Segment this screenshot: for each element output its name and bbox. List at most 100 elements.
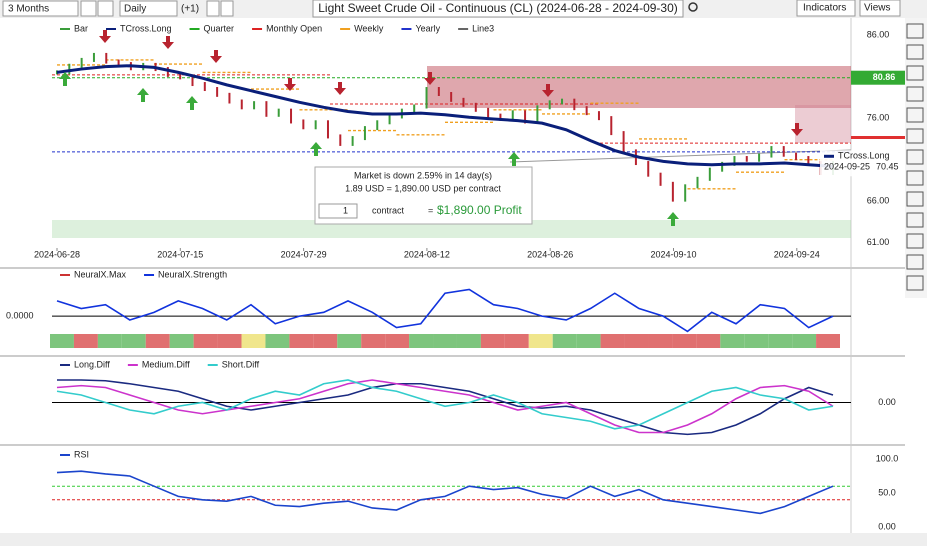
y-tick-label: 86.00	[867, 29, 890, 39]
x-tick-label: 2024-09-24	[774, 249, 820, 259]
neural-max-cell	[792, 334, 817, 348]
qty-text: 1	[343, 205, 348, 215]
tool[interactable]	[906, 170, 924, 186]
neural-max-cell	[768, 334, 793, 348]
tool-column	[905, 18, 927, 298]
tool[interactable]	[906, 44, 924, 60]
x-tick-label: 2024-07-15	[157, 249, 203, 259]
resistance-zone	[795, 105, 851, 143]
y-tick-label: 100.0	[876, 453, 899, 463]
sell-arrow	[334, 82, 346, 95]
neural-max-cell	[648, 334, 673, 348]
buy-arrow	[508, 152, 520, 166]
support-zone	[52, 220, 851, 238]
legend-label: Monthly Open	[266, 23, 322, 33]
remove-button[interactable]	[220, 0, 234, 17]
zoom-out[interactable]	[97, 0, 114, 17]
zoom-in[interactable]	[80, 0, 97, 17]
x-tick-label: 2024-08-12	[404, 249, 450, 259]
neural-max-cell	[456, 334, 481, 348]
tool[interactable]	[906, 23, 924, 39]
neural-max-cell	[552, 334, 577, 348]
interval-select[interactable]	[119, 0, 178, 17]
tool-icons	[906, 23, 924, 291]
neural-max-cell	[504, 334, 529, 348]
legend-label: Yearly	[415, 23, 440, 33]
tool[interactable]	[906, 212, 924, 228]
buy-arrow	[186, 96, 198, 110]
tool[interactable]	[906, 107, 924, 123]
legend-label: Short.Diff	[222, 359, 260, 369]
x-tick-label: 2024-07-29	[281, 249, 327, 259]
tooltip-line: 1.89 USD = 1,890.00 USD per contract	[345, 183, 501, 193]
neural-max-cell	[624, 334, 649, 348]
offset-text: (+1)	[181, 4, 199, 15]
neural-max-cell	[50, 334, 74, 348]
neural-max-cell	[97, 334, 122, 348]
neural-max-cell	[265, 334, 290, 348]
neural-max-cell	[409, 334, 434, 348]
y-tick-label: 0.00	[878, 521, 896, 531]
search-icon[interactable]	[688, 2, 698, 12]
legend-label: TCross.Long	[120, 23, 172, 33]
equals: =	[428, 205, 433, 215]
neural-max-cell	[193, 334, 218, 348]
sell-arrow	[162, 36, 174, 49]
legend-label: Weekly	[354, 23, 384, 33]
period-select[interactable]	[2, 0, 79, 17]
indicators-button[interactable]	[796, 0, 856, 17]
diff-line	[57, 379, 834, 436]
title-box	[312, 0, 684, 18]
y-tick-label: 0.0000	[6, 311, 34, 321]
neural-max-cell	[528, 334, 553, 348]
rsi-line	[56, 470, 834, 515]
views-text: Views	[864, 3, 891, 14]
legend-label: Line3	[472, 23, 494, 33]
tool[interactable]	[906, 254, 924, 270]
neural-max-cell	[480, 334, 505, 348]
neural-max-cell	[600, 334, 625, 348]
tcross-name: TCross.Long	[838, 151, 890, 161]
neural-max-cell	[744, 334, 769, 348]
qty-input[interactable]	[318, 203, 358, 219]
tool[interactable]	[906, 149, 924, 165]
unit-select: contract	[372, 205, 405, 215]
sell-arrow	[284, 78, 296, 91]
tool[interactable]	[906, 191, 924, 207]
neural-max-cell	[121, 334, 146, 348]
neural-max-cell	[337, 334, 362, 348]
neural-max-cell	[385, 334, 410, 348]
neural-max-cell	[217, 334, 242, 348]
x-tick-label: 2024-08-26	[527, 249, 573, 259]
neural-strength-line	[56, 288, 834, 333]
tool[interactable]	[906, 128, 924, 144]
neural-max-cell	[672, 334, 697, 348]
legend-label: NeuralX.Strength	[158, 269, 227, 279]
views-button[interactable]	[859, 0, 901, 17]
sell-arrow	[542, 84, 554, 97]
signal-bar	[851, 136, 905, 139]
neural-max-cell	[816, 334, 840, 348]
neural-max-cell	[289, 334, 314, 348]
tool[interactable]	[906, 86, 924, 102]
tool[interactable]	[906, 65, 924, 81]
tcross-line	[56, 64, 834, 168]
tool[interactable]	[906, 275, 924, 291]
quarter-label-box	[851, 70, 905, 85]
legend-label: Medium.Diff	[142, 359, 190, 369]
add-button[interactable]	[206, 0, 220, 17]
tcross-date: 2024-09-25	[824, 162, 870, 172]
interval-text: Daily	[124, 4, 146, 15]
legend-label: Bar	[74, 23, 88, 33]
tooltip-line: Market is down 2.59% in 14 day(s)	[354, 170, 492, 180]
tool[interactable]	[906, 233, 924, 249]
neural-max-cell	[696, 334, 721, 348]
legend-label: RSI	[74, 449, 89, 459]
quarter-label: 80.86	[873, 72, 896, 82]
diff-line	[56, 379, 834, 434]
y-tick-label: 66.00	[867, 196, 890, 206]
y-tick-label: 76.00	[867, 113, 890, 123]
scrollbar[interactable]	[0, 533, 927, 546]
